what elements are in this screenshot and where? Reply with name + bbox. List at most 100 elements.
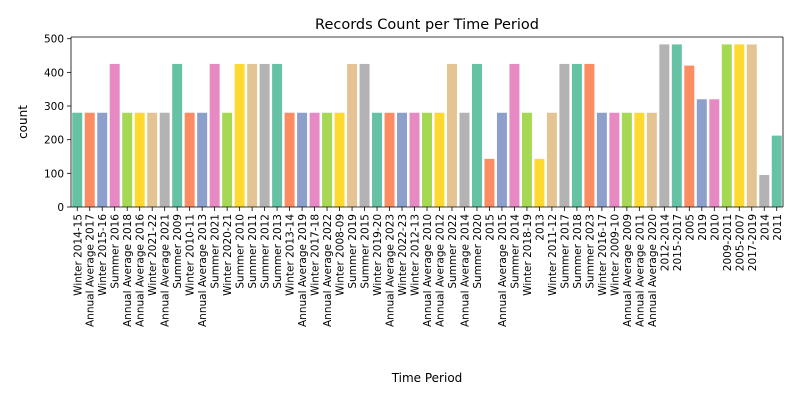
x-tick-label: Winter 2017-18	[310, 214, 322, 296]
bars-group	[72, 44, 782, 208]
x-tick-label: Summer 2022	[447, 214, 459, 289]
bar	[646, 112, 657, 207]
x-tick-label: 2009-2011	[722, 214, 734, 271]
bar	[509, 63, 520, 208]
bar	[334, 112, 345, 207]
x-tick-label: Winter 2021-22	[147, 214, 159, 296]
bar	[771, 135, 782, 207]
x-tick-label: Summer 2011	[247, 214, 259, 289]
x-tick-label: Summer 2012	[260, 214, 272, 289]
x-tick-label: Winter 2013-14	[285, 214, 297, 296]
bar	[259, 63, 270, 208]
x-tick-label: Annual Average 2022	[322, 214, 334, 327]
x-tick-label: Summer 2010	[235, 214, 247, 289]
x-tick-label: 2015-2017	[672, 214, 684, 271]
bar	[134, 112, 145, 207]
bar	[309, 112, 320, 207]
x-tick-label: 2005-2007	[734, 214, 746, 271]
bar	[746, 44, 757, 207]
x-tick-label: Winter 2012-13	[410, 214, 422, 296]
bar	[159, 112, 170, 207]
bar	[209, 63, 220, 208]
bar	[247, 63, 258, 208]
x-tick-label: Winter 2009-10	[609, 214, 621, 296]
x-tick-label: Annual Average 2015	[497, 214, 509, 327]
y-tick-label: 200	[44, 135, 64, 147]
bar	[284, 112, 295, 207]
bar	[409, 112, 420, 207]
bar	[709, 99, 720, 207]
x-tick-label: 2015	[484, 214, 496, 241]
chart-title: Records Count per Time Period	[315, 17, 539, 33]
y-tick-label: 400	[44, 67, 64, 79]
x-tick-label: Winter 2018-19	[522, 214, 534, 296]
x-tick-label: Summer 2014	[509, 214, 521, 289]
bar	[446, 63, 457, 208]
x-tick-label: Winter 2010-11	[185, 214, 197, 296]
bar	[609, 112, 620, 207]
x-tick-label: Winter 2015-16	[97, 214, 109, 296]
x-tick-label: Summer 2019	[347, 214, 359, 289]
bar	[434, 112, 445, 207]
y-tick-label: 100	[44, 168, 64, 180]
x-tick-label: Annual Average 2017	[85, 214, 97, 327]
y-tick-label: 300	[44, 101, 64, 113]
x-tick-label: Annual Average 2019	[297, 214, 309, 327]
y-axis-ticks: 0 100 200 300 400 500	[44, 34, 71, 214]
bar	[634, 112, 645, 207]
bar	[272, 63, 283, 208]
bar	[759, 175, 770, 207]
x-tick-label: Winter 2011-12	[547, 214, 559, 296]
bar	[347, 63, 358, 208]
bar	[559, 63, 570, 208]
bar	[122, 112, 133, 207]
bar	[422, 112, 432, 207]
bar	[596, 112, 607, 207]
x-tick-label: Summer 2017	[559, 214, 571, 289]
bar	[97, 112, 108, 207]
x-tick-label: 2011	[772, 214, 784, 241]
x-tick-label: Summer 2013	[272, 214, 284, 289]
bar	[322, 112, 333, 207]
x-tick-label: Annual Average 2016	[135, 214, 147, 327]
bar	[147, 112, 158, 207]
x-tick-label: Winter 2014-15	[72, 214, 84, 296]
bar	[234, 63, 245, 208]
x-tick-label: 2005	[684, 214, 696, 241]
bar	[571, 63, 582, 208]
bar	[484, 158, 495, 207]
x-tick-label: Summer 2023	[584, 214, 596, 289]
x-tick-label: Winter 2020-21	[222, 214, 234, 296]
x-tick-label: 2017-2019	[747, 214, 759, 271]
bar	[197, 112, 208, 207]
bar	[109, 63, 120, 208]
x-tick-label: Winter 2022-23	[397, 214, 409, 296]
x-tick-label: Winter 2019-20	[372, 214, 384, 296]
bar	[721, 44, 732, 207]
bar	[184, 112, 195, 207]
bar	[659, 44, 670, 207]
x-tick-label: Annual Average 2018	[122, 214, 134, 327]
bar	[72, 112, 83, 207]
bar	[521, 112, 532, 207]
bar	[696, 99, 707, 207]
bar	[84, 112, 95, 207]
x-tick-label: Annual Average 2021	[160, 214, 172, 327]
bar	[534, 158, 545, 207]
x-tick-label: Annual Average 2020	[647, 214, 659, 327]
bar	[496, 112, 507, 207]
bar	[471, 63, 482, 208]
x-tick-label: 2014	[759, 214, 771, 241]
bar	[359, 63, 370, 208]
bar	[684, 65, 695, 207]
bar	[584, 63, 595, 208]
x-tick-label: 2019	[697, 214, 709, 241]
x-tick-label: Summer 2009	[172, 214, 184, 289]
x-tick-label: Summer 2015	[360, 214, 372, 289]
x-tick-label: Winter 2008-09	[335, 214, 347, 296]
bar	[546, 112, 557, 207]
bar	[734, 44, 745, 207]
x-tick-label: Summer 2018	[572, 214, 584, 289]
x-tick-label: Winter 2016-17	[597, 214, 609, 296]
x-tick-label: 2012-2014	[659, 214, 671, 272]
